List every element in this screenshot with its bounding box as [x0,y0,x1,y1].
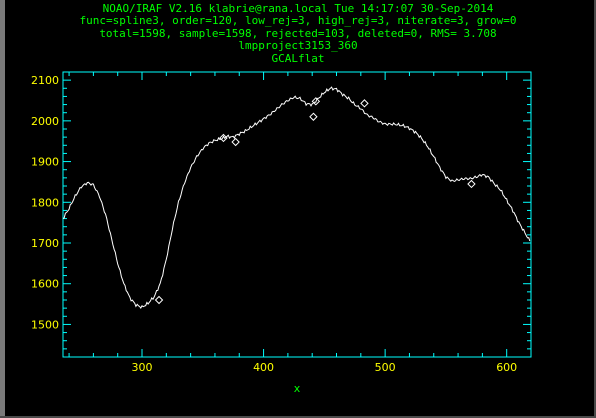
data-line [62,86,531,310]
window-bottom-border [0,416,596,418]
rejected-point-marker [309,112,318,121]
rejected-point-marker [467,179,476,189]
y-tick-label: 1600 [31,278,59,291]
rejected-point-marker [231,137,240,147]
y-tick-label: 1900 [31,156,59,169]
header-line-4: lmpproject3153_360 [238,39,357,52]
header-line-1: NOAO/IRAF V2.16 klabrie@rana.local Tue 1… [103,2,494,15]
y-tick-label: 2100 [31,74,59,87]
window-right-border [594,0,596,418]
rejected-point-marker [219,133,228,143]
x-tick-label: 400 [253,361,274,374]
x-tick-label: 300 [132,361,153,374]
rejected-point-marker [311,97,321,106]
data-series [62,86,531,310]
y-tick-label: 1800 [31,196,59,209]
window-left-border [0,0,5,418]
x-tick-label: 500 [375,361,396,374]
y-tick-label: 1700 [31,237,59,250]
y-tick-label: 2000 [31,115,59,128]
header-line-3: total=1598, sample=1598, rejected=103, d… [99,27,496,40]
rejected-point-marker [154,295,164,305]
plot-title: GCALflat [272,52,325,65]
x-axis-ticks: 300 400 500 600 [68,72,532,374]
header-line-2: func=spline3, order=120, low_rej=3, high… [79,14,516,27]
x-tick-label: 600 [496,361,517,374]
rejected-point-marker [360,99,369,108]
y-axis-ticks: 1500 1600 1700 1800 1900 2000 2100 [31,71,531,358]
y-tick-label: 1500 [31,318,59,331]
x-axis-label: x [294,382,301,395]
rejected-point-markers [154,97,476,305]
plot-frame [62,71,532,358]
